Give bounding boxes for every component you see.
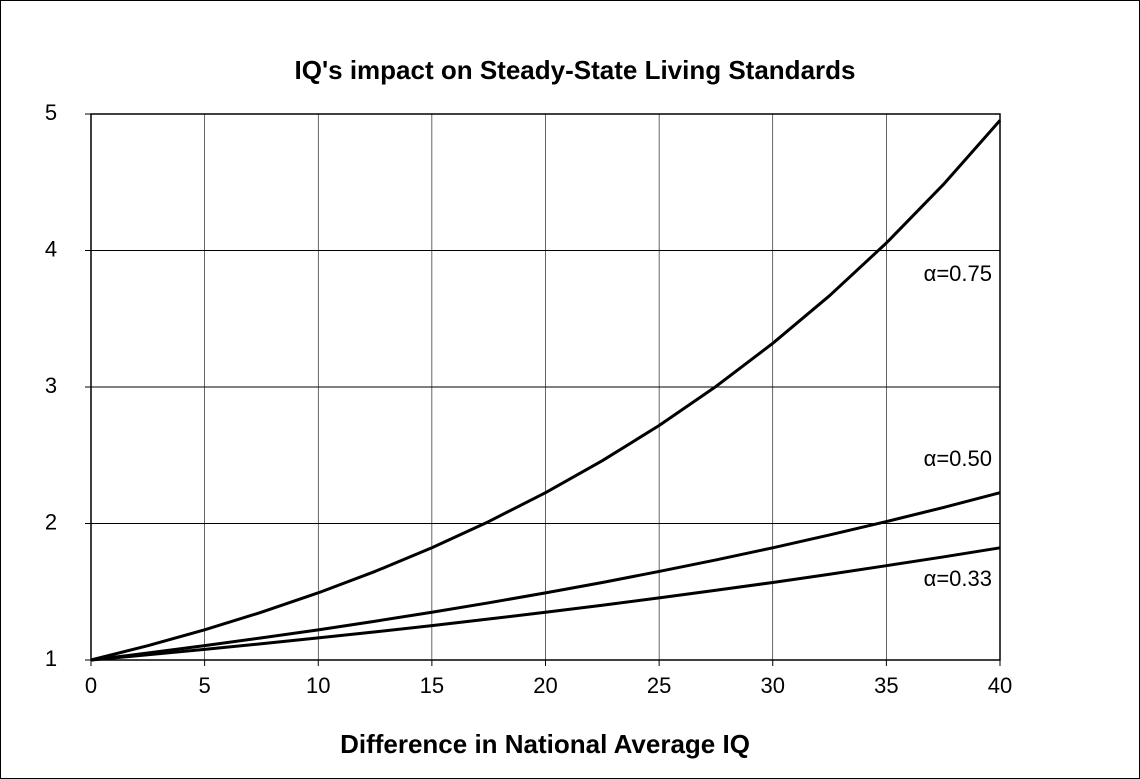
x-tick-label: 15	[420, 673, 444, 698]
x-axis-label: Difference in National Average IQ	[340, 729, 750, 759]
x-tick-label: 10	[306, 673, 330, 698]
x-tick-label: 20	[533, 673, 557, 698]
x-tick-label: 25	[647, 673, 671, 698]
series-label: α=0.50	[924, 446, 992, 471]
y-tick-label: 2	[45, 509, 57, 534]
series-label: α=0.75	[924, 261, 992, 286]
plot-border	[90, 113, 1001, 661]
x-tick-label: 5	[199, 673, 211, 698]
series-line	[90, 546, 1001, 662]
chart-title: IQ's impact on Steady-State Living Stand…	[295, 55, 856, 85]
series-line	[90, 119, 1002, 662]
x-tick-label: 40	[988, 673, 1012, 698]
x-tick-label: 0	[85, 673, 97, 698]
series-line	[90, 491, 1001, 662]
x-tick-label: 30	[761, 673, 785, 698]
series-label: α=0.33	[924, 566, 992, 591]
y-tick-label: 1	[45, 646, 57, 671]
y-tick-label: 4	[45, 236, 57, 261]
x-tick-label: 35	[874, 673, 898, 698]
y-tick-label: 5	[45, 100, 57, 125]
y-tick-label: 3	[45, 373, 57, 398]
